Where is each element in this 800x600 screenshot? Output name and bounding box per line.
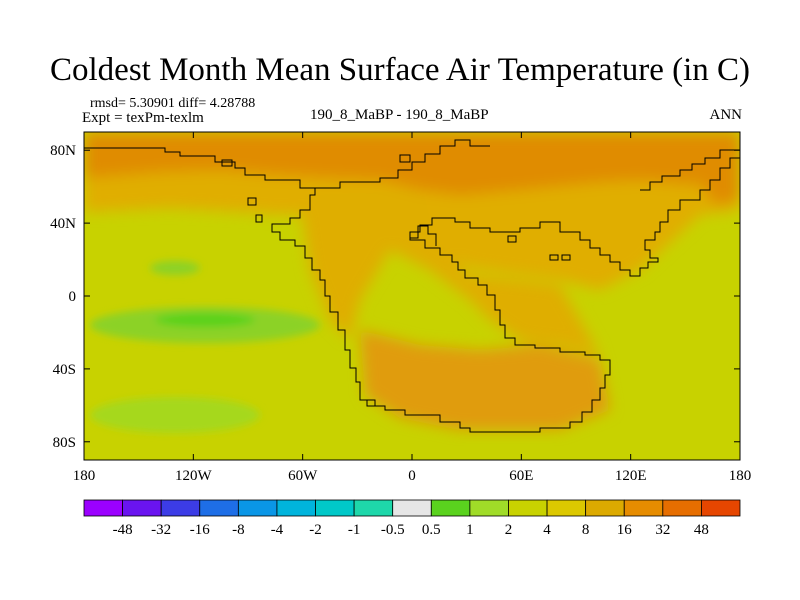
colorbar-swatch xyxy=(353,499,394,517)
y-tick-label: 0 xyxy=(69,289,77,305)
colorbar-swatch xyxy=(701,499,741,517)
colorbar-swatch xyxy=(237,499,278,517)
region-north-pacific-patch xyxy=(150,261,200,275)
region-southern-pangea xyxy=(360,330,610,430)
colorbar-swatch xyxy=(430,499,471,517)
region-pangea-interior xyxy=(300,195,600,355)
region-tropical-core xyxy=(155,313,255,327)
colorbar-label: 8 xyxy=(582,522,590,538)
pangea-island-north xyxy=(221,154,411,223)
colorbar-swatch xyxy=(315,499,355,517)
field-layer xyxy=(84,132,740,460)
colorbar-label: -8 xyxy=(232,522,245,538)
colorbar-label: -48 xyxy=(113,522,133,538)
x-tick-label: 180 xyxy=(73,468,96,484)
pangea-coastline xyxy=(84,147,740,433)
region-northeast-orange-patch xyxy=(690,165,740,205)
colorbar-label: 2 xyxy=(505,522,513,538)
colorbar-swatch xyxy=(585,499,625,517)
colorbar: -48 -32 -16 -8 -4 -2 -1 -0.5 0.5 1 2 4 8 16 32 48 xyxy=(83,499,741,538)
colorbar-swatch xyxy=(508,499,548,517)
y-axis: 80N 40N 0 40S 80S xyxy=(50,143,740,451)
colorbar-label: -2 xyxy=(309,522,322,538)
colorbar-label: -4 xyxy=(271,522,284,538)
x-tick-label: 120W xyxy=(175,468,213,484)
pangea-inland-sea xyxy=(410,225,437,246)
colorbar-label: 16 xyxy=(617,522,633,538)
x-tick-label: 0 xyxy=(408,468,416,484)
colorbar-swatch xyxy=(276,499,316,517)
colorbar-swatch xyxy=(392,499,432,517)
stats-label: rmsd= 5.30901 diff= 4.28788 xyxy=(90,96,256,111)
runs-label: 190_8_MaBP - 190_8_MaBP xyxy=(310,107,489,123)
colorbar-swatch xyxy=(469,499,509,517)
colorbar-label: -0.5 xyxy=(381,522,405,538)
y-tick-label: 40N xyxy=(50,216,76,232)
colorbar-swatch xyxy=(83,499,123,517)
season-label: ANN xyxy=(709,107,743,123)
y-tick-label: 80N xyxy=(50,143,76,159)
colorbar-label: -16 xyxy=(190,522,210,538)
region-southern-pacific xyxy=(90,397,260,433)
colorbar-label: 0.5 xyxy=(422,522,441,538)
colorbar-label: 48 xyxy=(694,522,709,538)
x-axis: 180 120W 60W 0 60E 120E 180 xyxy=(73,132,752,484)
colorbar-swatch xyxy=(160,499,201,517)
chart-title: Coldest Month Mean Surface Air Temperatu… xyxy=(50,52,750,88)
pangea-east-coast xyxy=(640,149,740,191)
colorbar-swatch xyxy=(199,499,239,517)
colorbar-label: -32 xyxy=(151,522,171,538)
x-tick-label: 60E xyxy=(509,468,533,484)
colorbar-swatch xyxy=(662,499,702,517)
colorbar-label: 1 xyxy=(466,522,474,538)
experiment-label: Expt = texPm-texlm xyxy=(82,110,204,126)
colorbar-swatch xyxy=(546,499,587,517)
x-tick-label: 60W xyxy=(288,468,318,484)
x-tick-label: 120E xyxy=(615,468,647,484)
y-tick-label: 40S xyxy=(53,362,76,378)
pangea-island-east xyxy=(366,235,571,407)
colorbar-label: 32 xyxy=(655,522,670,538)
y-tick-label: 80S xyxy=(53,435,76,451)
colorbar-label: -1 xyxy=(348,522,361,538)
x-tick-label: 180 xyxy=(729,468,752,484)
colorbar-label: 4 xyxy=(543,522,551,538)
colorbar-swatch xyxy=(122,499,162,517)
pangea-north-coast xyxy=(315,139,490,189)
colorbar-swatch xyxy=(623,499,664,517)
